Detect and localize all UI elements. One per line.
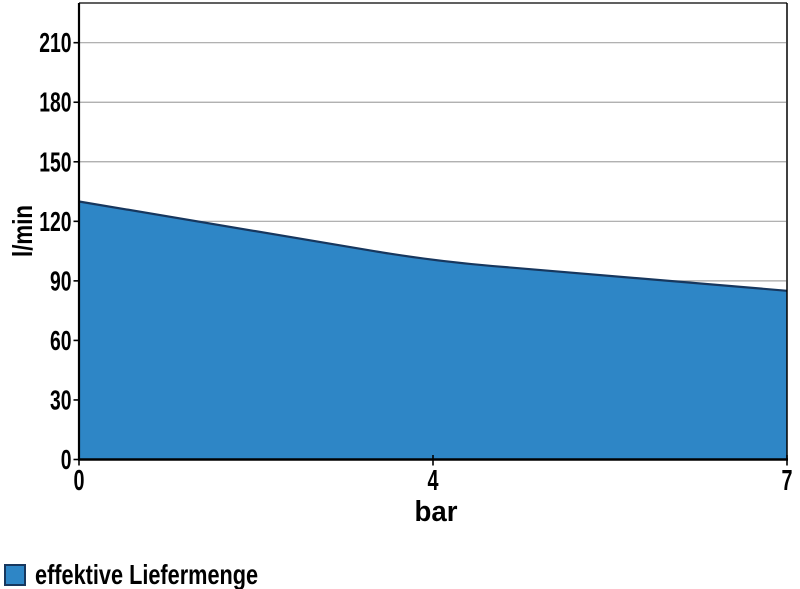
x-tick-label: 7 [782, 465, 793, 497]
y-tick-label: 90 [50, 265, 72, 296]
y-tick-label: 30 [50, 384, 72, 415]
legend: effektive Liefermenge [4, 560, 323, 589]
x-tick-label: 4 [428, 465, 439, 497]
x-axis-title: bar [415, 496, 458, 528]
legend-swatch-icon [4, 564, 26, 586]
area-series-fill [79, 201, 787, 460]
y-tick-label: 120 [39, 206, 71, 237]
y-tick-label: 150 [39, 146, 71, 177]
y-tick-label: 0 [61, 444, 72, 475]
y-tick-label: 60 [50, 325, 72, 356]
legend-label: effektive Liefermenge [35, 559, 259, 589]
y-axis-title: l/min [7, 205, 38, 257]
y-tick-label: 180 [39, 87, 71, 118]
y-tick-label: 210 [39, 27, 71, 58]
chart-canvas: 0 30 60 90 120 150 180 210 0 4 7 bar l/min [7, 2, 793, 528]
area-series-line [78, 200, 788, 292]
x-tick-label: 0 [74, 465, 85, 497]
